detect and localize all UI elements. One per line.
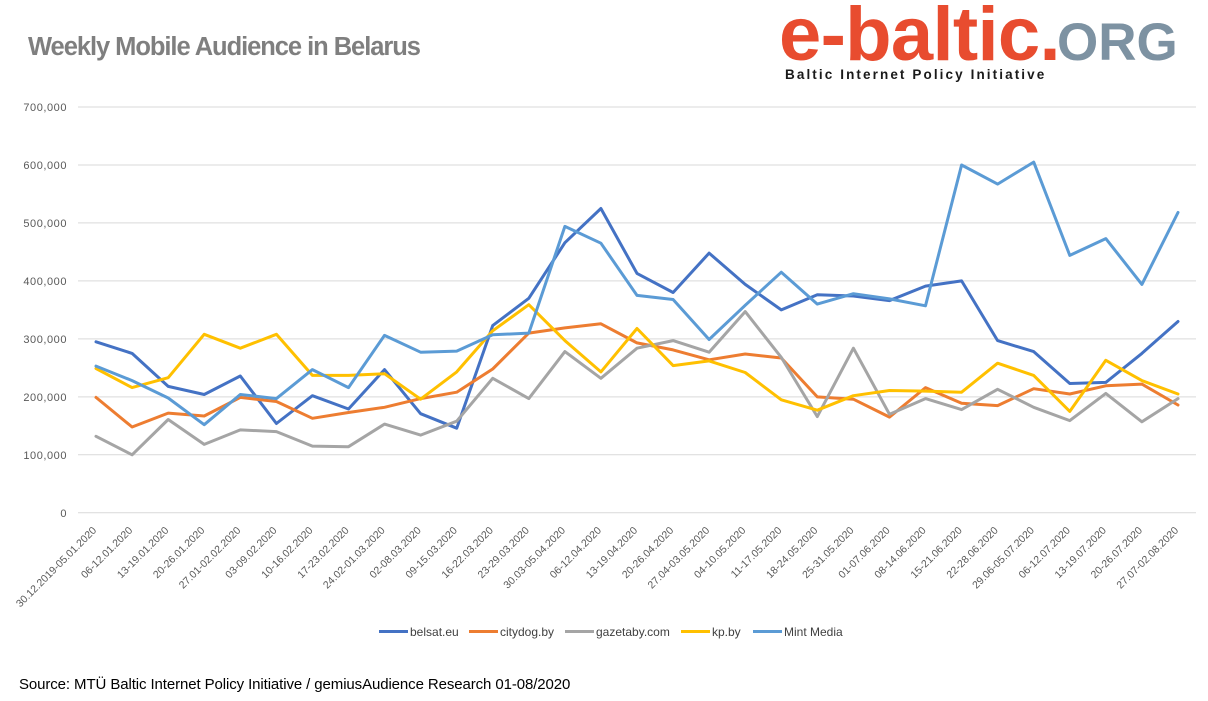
svg-text:24.02-01.03.2020: 24.02-01.03.2020 [321,525,388,592]
svg-text:400,000: 400,000 [23,276,67,288]
svg-text:27.07-02.08.2020: 27.07-02.08.2020 [1114,525,1181,592]
svg-text:kp.by: kp.by [712,625,741,639]
svg-text:500,000: 500,000 [23,218,67,230]
svg-text:200,000: 200,000 [23,392,67,404]
svg-text:30.03-05.04.2020: 30.03-05.04.2020 [501,525,568,592]
svg-text:700,000: 700,000 [23,102,67,114]
svg-text:0: 0 [60,508,67,520]
svg-text:29.06-05.07.2020: 29.06-05.07.2020 [970,525,1037,592]
svg-text:100,000: 100,000 [23,450,67,462]
svg-text:Mint Media: Mint Media [784,625,843,639]
svg-text:belsat.eu: belsat.eu [410,625,459,639]
svg-text:citydog.by: citydog.by [500,625,554,639]
svg-text:27.01-02.02.2020: 27.01-02.02.2020 [177,525,244,592]
svg-text:600,000: 600,000 [23,160,67,172]
svg-text:27.04-03.05.2020: 27.04-03.05.2020 [646,525,713,592]
svg-text:gazetaby.com: gazetaby.com [596,625,670,639]
svg-text:300,000: 300,000 [23,334,67,346]
